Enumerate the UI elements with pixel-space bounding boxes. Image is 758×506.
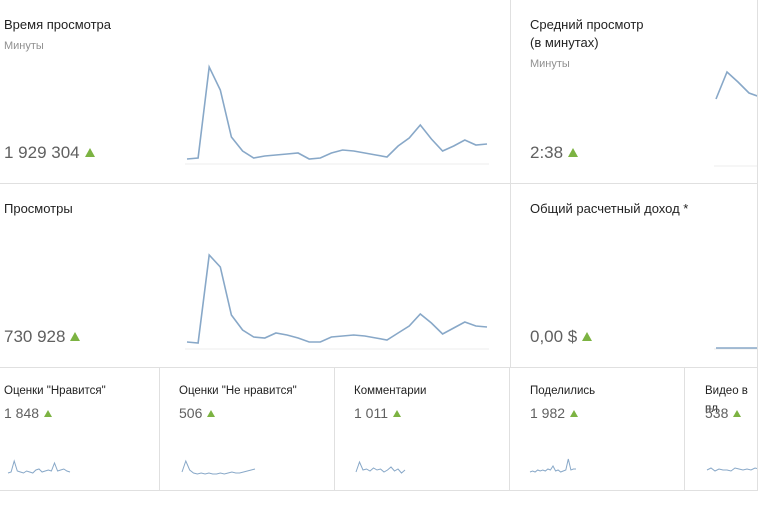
trend-up-icon [733, 410, 742, 417]
metric-title: Средний просмотр (в минутах) [530, 17, 644, 50]
metric-subtitle: Минуты [4, 40, 44, 52]
metric-value-text: 730 928 [4, 327, 66, 346]
trend-up-icon [582, 332, 593, 341]
metric-value: 538 [705, 405, 742, 421]
sparkline-line [186, 64, 488, 160]
metric-value: 1 929 304 [4, 143, 95, 163]
metric-card: Поделились 1 982 [510, 367, 685, 491]
metric-value-text: 1 982 [530, 405, 566, 421]
sparkline-line [706, 467, 757, 472]
trend-up-icon [84, 148, 95, 157]
metric-card: Средний просмотр (в минутах) Минуты 2:38 [511, 0, 758, 184]
metric-value-text: 1 011 [354, 405, 388, 421]
metric-value-text: 1 929 304 [4, 143, 80, 162]
metric-value-text: 0,00 $ [530, 327, 578, 346]
sparkline-line [186, 253, 488, 344]
metric-value: 2:38 [530, 143, 579, 163]
metric-value: 1 848 [4, 405, 53, 421]
metric-title: Поделились [530, 385, 596, 397]
metric-card: Оценки "Нравится" 1 848 [0, 367, 160, 491]
sparkline [529, 458, 576, 473]
sparkline [714, 347, 757, 350]
sparkline [714, 70, 757, 167]
sparkline-line [7, 459, 71, 474]
sparkline [181, 459, 256, 475]
sparkline-line [355, 460, 406, 474]
trend-up-icon [44, 410, 53, 417]
metric-card: Просмотры 730 928 [0, 184, 511, 368]
metric-card: Видео в пл 538 [685, 367, 758, 491]
trend-up-icon [207, 410, 216, 417]
sparkline [185, 253, 489, 350]
metric-value: 1 982 [530, 405, 579, 421]
metric-card: Время просмотра Минуты 1 929 304 [0, 0, 511, 184]
metric-value: 1 011 [354, 405, 401, 421]
trend-up-icon [393, 410, 401, 417]
metric-title: Комментарии [354, 385, 427, 397]
metric-value: 506 [179, 405, 216, 421]
metric-title: Видео в пл [705, 385, 748, 415]
sparkline-line [529, 458, 576, 473]
metric-value-text: 538 [705, 405, 729, 421]
metric-value-text: 1 848 [4, 405, 40, 421]
metric-card: Оценки "Не нравится" 506 [160, 367, 335, 491]
metric-value-text: 506 [179, 405, 203, 421]
sparkline-line [181, 459, 256, 475]
metric-title: Общий расчетный доход * [530, 201, 689, 216]
metric-card: Комментарии 1 011 [335, 367, 510, 491]
metric-value: 730 928 [4, 327, 81, 347]
metric-value-text: 2:38 [530, 143, 564, 162]
metric-title: Просмотры [4, 201, 73, 216]
metric-value: 0,00 $ [530, 327, 593, 347]
sparkline [185, 64, 489, 165]
sparkline [7, 459, 71, 474]
metric-title: Время просмотра [4, 17, 112, 32]
sparkline [706, 467, 757, 472]
trend-up-icon [70, 332, 81, 341]
metric-card: Общий расчетный доход * 0,00 $ [511, 184, 758, 368]
metric-title: Оценки "Нравится" [4, 385, 106, 397]
metric-subtitle: Минуты [530, 58, 570, 70]
trend-up-icon [570, 410, 579, 417]
sparkline-line [715, 70, 757, 100]
metric-title: Оценки "Не нравится" [179, 385, 297, 397]
sparkline [355, 460, 406, 474]
trend-up-icon [568, 148, 579, 157]
